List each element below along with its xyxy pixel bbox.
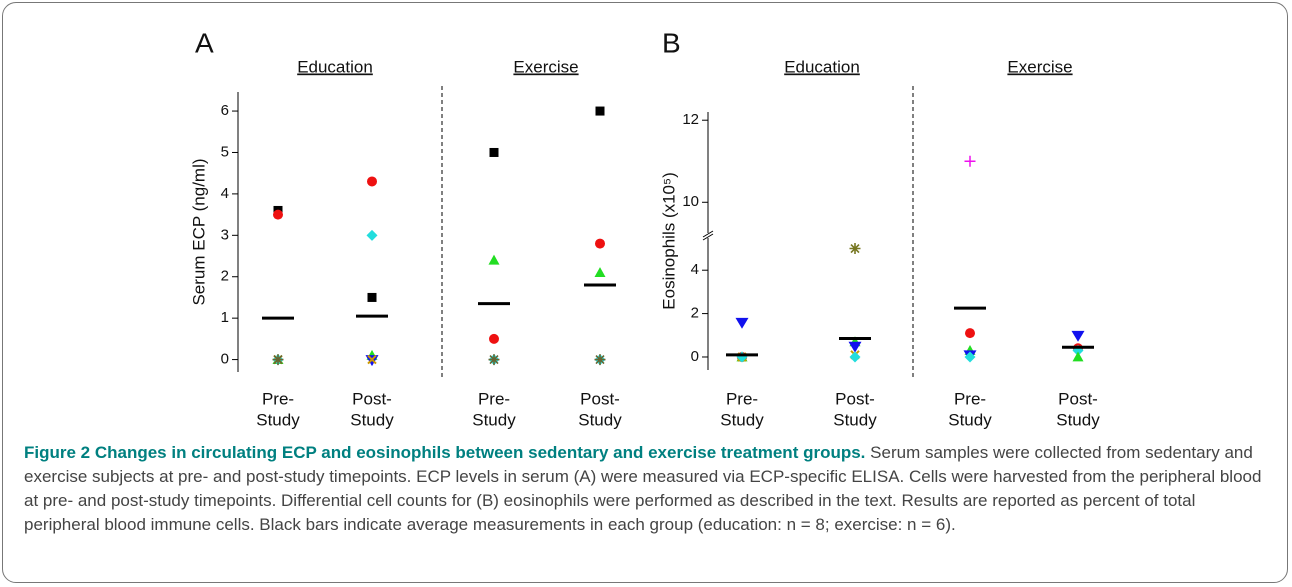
- y-tick-label: 4: [691, 261, 699, 278]
- marker-triangle: [1072, 351, 1084, 362]
- y-tick-label: 10: [682, 193, 699, 210]
- caption-title: Figure 2 Changes in circulating ECP and …: [24, 443, 866, 462]
- panel-label: A: [195, 27, 214, 58]
- y-tick-label: 2: [221, 268, 229, 285]
- marker-plus: [964, 155, 976, 167]
- y-tick-label: 0: [221, 351, 229, 368]
- group-label: Exercise: [513, 57, 578, 76]
- marker-triangle: [488, 254, 500, 265]
- marker-asterisk: [488, 354, 500, 366]
- marker-square: [367, 292, 377, 302]
- marker-triangle-down: [1071, 330, 1085, 342]
- x-tick-label: Pre-: [262, 389, 294, 408]
- marker-circle: [273, 209, 283, 220]
- marker-triangle: [594, 267, 606, 277]
- group-label: Exercise: [1007, 57, 1072, 76]
- marker-circle: [595, 238, 605, 249]
- marker-diamond: [964, 351, 976, 363]
- group-label: Education: [297, 57, 373, 76]
- marker-asterisk: [594, 354, 606, 366]
- x-tick-label: Study: [833, 410, 877, 429]
- y-tick-label: 5: [221, 143, 229, 160]
- caption-text: Serum samples were collected from sedent…: [24, 443, 1262, 534]
- marker-asterisk: [272, 354, 284, 366]
- y-tick-label: 2: [691, 305, 699, 322]
- y-axis-label: Serum ECP (ng/ml): [189, 158, 208, 305]
- axis-break: [702, 233, 714, 241]
- panel-label: B: [662, 27, 681, 58]
- x-tick-label: Study: [720, 410, 764, 429]
- marker-diamond: [849, 351, 861, 363]
- marker-square: [489, 147, 499, 157]
- x-tick-label: Pre-: [954, 389, 986, 408]
- marker-square: [595, 106, 605, 116]
- y-tick-label: 4: [221, 185, 229, 202]
- y-tick-label: 6: [221, 102, 229, 119]
- x-tick-label: Post-: [1058, 389, 1098, 408]
- marker-triangle-down: [735, 317, 749, 329]
- y-tick-label: 0: [691, 348, 699, 365]
- caption: Figure 2 Changes in circulating ECP and …: [24, 441, 1274, 537]
- axis-break: [702, 230, 714, 238]
- x-tick-label: Pre-: [726, 389, 758, 408]
- x-tick-label: Post-: [580, 389, 620, 408]
- x-tick-label: Pre-: [478, 389, 510, 408]
- marker-x: [367, 354, 377, 365]
- group-label: Education: [784, 57, 860, 76]
- marker-diamond: [366, 229, 378, 241]
- marker-circle: [367, 176, 377, 187]
- marker-circle: [489, 333, 499, 344]
- x-tick-label: Study: [472, 410, 516, 429]
- x-tick-label: Study: [256, 410, 300, 429]
- x-tick-label: Study: [350, 410, 394, 429]
- y-tick-label: 3: [221, 226, 229, 243]
- x-tick-label: Study: [578, 410, 622, 429]
- marker-circle: [965, 328, 975, 339]
- y-axis-label: Eosinophils (x10⁵): [659, 172, 678, 309]
- x-tick-label: Post-: [835, 389, 875, 408]
- y-tick-label: 12: [682, 111, 699, 128]
- marker-triangle-down: [848, 341, 862, 353]
- x-tick-label: Study: [948, 410, 992, 429]
- x-tick-label: Post-: [352, 389, 392, 408]
- x-tick-label: Study: [1056, 410, 1100, 429]
- y-tick-label: 1: [221, 309, 229, 326]
- marker-asterisk: [849, 243, 861, 255]
